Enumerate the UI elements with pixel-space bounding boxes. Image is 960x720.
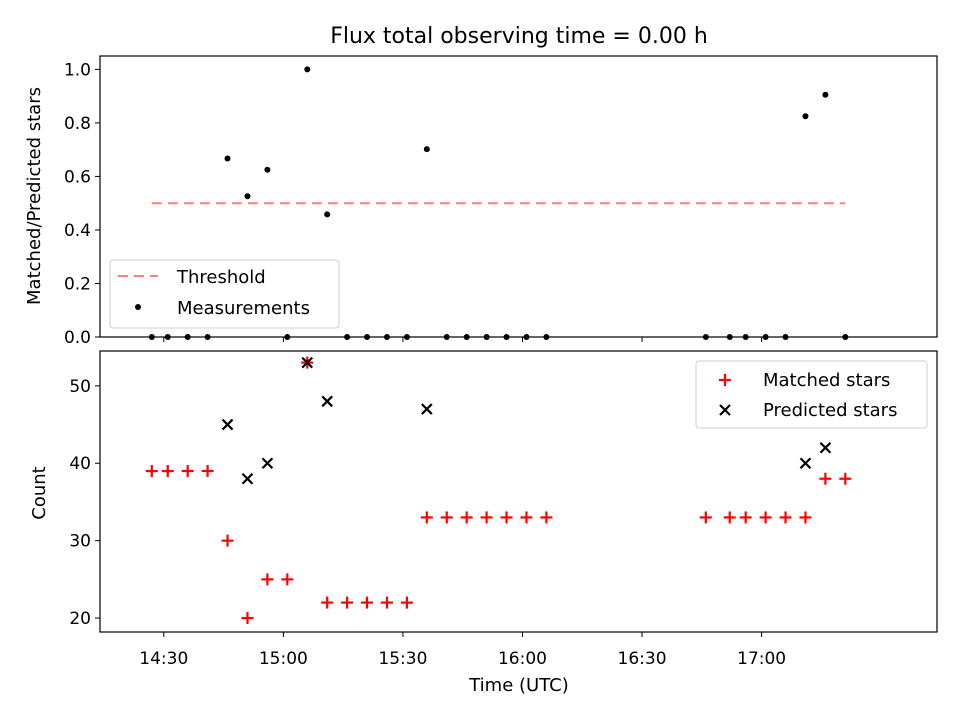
matched-star-point — [400, 596, 413, 609]
ratio-y-tick-label: 1.0 — [64, 60, 91, 80]
chart-title: Flux total observing time = 0.00 h — [330, 24, 708, 49]
matched-star-point — [420, 511, 433, 524]
count-x-tick-label: 15:30 — [378, 649, 427, 669]
matched-star-point — [440, 511, 453, 524]
matched-star-point — [540, 511, 553, 524]
measurements-legend-swatch — [135, 304, 141, 310]
measurement-point — [802, 113, 809, 120]
measurement-point — [324, 211, 331, 218]
matched-star-point — [839, 472, 852, 485]
count-y-tick-label: 40 — [69, 454, 91, 474]
count-x-ticks: 14:30 15:00 15:30 16:00 16:30 17:00 — [139, 632, 786, 669]
matched-star-point — [723, 511, 736, 524]
count-x-tick-label: 16:30 — [618, 649, 667, 669]
count-y-tick-label: 50 — [69, 377, 91, 397]
count-plot-frame — [99, 350, 938, 633]
ratio-y-tick-label: 0.2 — [64, 274, 91, 294]
measurement-point — [822, 91, 829, 98]
predicted-star-point — [241, 472, 254, 485]
count-y-ticks: 20 30 40 50 — [69, 377, 100, 629]
predicted-star-point — [799, 457, 812, 470]
measurement-points — [148, 66, 849, 340]
count-y-axis-label: Count — [29, 466, 50, 519]
matched-star-point — [779, 511, 792, 524]
ratio-y-tick-label: 0.0 — [64, 328, 91, 348]
matched-star-point — [281, 573, 294, 586]
matched-star-point — [145, 464, 158, 477]
measurement-point — [304, 66, 311, 73]
ratio-y-tick-label: 0.6 — [64, 167, 91, 187]
matched-star-point — [380, 596, 393, 609]
count-x-tick-label: 16:00 — [498, 649, 547, 669]
ratio-y-tick-label: 0.4 — [64, 221, 91, 241]
ratio-x-ticks — [163, 337, 763, 342]
matched-star-point — [201, 464, 214, 477]
predicted-star-point — [819, 441, 832, 454]
matched-star-point — [261, 573, 274, 586]
predicted-legend-swatch — [719, 404, 731, 416]
count-legend: Matched stars Predicted stars — [695, 360, 928, 429]
count-y-tick-label: 20 — [69, 609, 91, 629]
matched-star-point — [500, 511, 513, 524]
ratio-legend: Threshold Measurements — [109, 259, 340, 329]
matched-stars-points — [145, 356, 852, 625]
matched-star-point — [321, 596, 334, 609]
matched-star-point — [460, 511, 473, 524]
matched-star-point — [161, 464, 174, 477]
measurement-point — [224, 155, 231, 162]
ratio-y-axis-label: Matched/Predicted stars — [24, 87, 45, 305]
measurements-legend-label: Measurements — [177, 298, 310, 319]
matched-star-point — [699, 511, 712, 524]
predicted-star-point — [261, 457, 274, 470]
ratio-y-tick-label: 0.8 — [64, 114, 91, 134]
predicted-star-point — [301, 356, 314, 369]
predicted-star-point — [421, 403, 433, 415]
count-y-tick-label: 30 — [69, 532, 91, 552]
matched-star-point — [799, 511, 812, 524]
matched-star-point — [819, 472, 832, 485]
ratio-plot-frame — [99, 55, 938, 338]
matched-star-point — [520, 511, 533, 524]
predicted-legend-label: Predicted stars — [763, 400, 897, 421]
matched-star-point — [341, 596, 354, 609]
count-x-tick-label: 14:30 — [139, 649, 188, 669]
predicted-star-point — [221, 418, 234, 431]
ratio-panel: Flux total observing time = 0.00 h Match… — [24, 24, 938, 348]
ratio-y-ticks: 0.0 0.2 0.4 0.6 0.8 1.0 — [64, 60, 100, 348]
matched-star-point — [759, 511, 772, 524]
x-axis-label: Time (UTC) — [468, 675, 569, 696]
measurement-point — [244, 193, 251, 200]
count-x-tick-label: 15:00 — [259, 649, 308, 669]
measurement-point — [423, 146, 430, 153]
count-x-tick-label: 17:00 — [737, 649, 786, 669]
matched-star-point — [241, 612, 254, 625]
matched-star-point — [221, 534, 234, 547]
matched-star-point — [181, 464, 194, 477]
predicted-star-point — [321, 395, 333, 408]
matched-star-point — [480, 511, 493, 524]
count-panel: Count Time (UTC) 20 30 40 50 14:30 15:00 15:3… — [29, 350, 938, 696]
predicted-stars-points — [221, 356, 832, 485]
ratio-legend-box — [109, 259, 340, 329]
matched-star-point — [739, 511, 752, 524]
measurement-point — [264, 166, 271, 173]
matched-legend-swatch — [719, 374, 731, 386]
count-legend-box — [695, 360, 928, 429]
matched-star-point — [361, 596, 374, 609]
matched-legend-label: Matched stars — [763, 370, 890, 391]
threshold-legend-label: Threshold — [176, 267, 266, 288]
